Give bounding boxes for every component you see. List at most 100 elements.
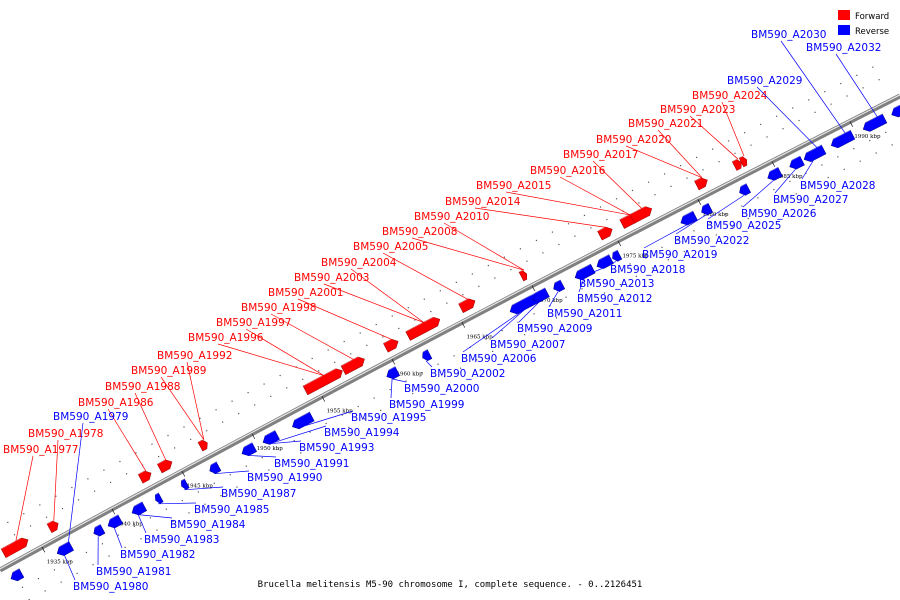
tick-layer: 1935 kbp 1940 kbp 1945 kbp 1950 kbp 1955 kbp… [7, 66, 893, 600]
guide-dot [421, 372, 423, 374]
guide-dot [93, 490, 96, 492]
reverse-gene-label: BM590_A2019 [642, 249, 717, 261]
kbp-tick-label: 1975 kbp [622, 253, 649, 259]
reverse-gene-label: BM590_A1979 [53, 411, 128, 423]
reverse-gene-label: BM590_A2006 [461, 353, 537, 365]
leader-line [270, 425, 327, 445]
reverse-gene [787, 155, 805, 170]
guide-dot [651, 267, 654, 269]
guide-dot [389, 388, 391, 391]
leader-line [491, 308, 527, 339]
reverse-gene-label: BM590_A1983 [144, 534, 219, 546]
gene-shine [551, 279, 561, 286]
reverse-gene-label: BM590_A2000 [404, 383, 479, 395]
gene-shine [384, 366, 396, 373]
leader-line [270, 440, 302, 445]
guide-dot [213, 482, 215, 484]
leader-line [382, 252, 469, 300]
leader-line [707, 195, 745, 220]
guide-dot [471, 273, 473, 275]
gene-shine [860, 113, 883, 126]
reverse-gene [609, 249, 623, 262]
gene-body [862, 113, 888, 132]
guide-dot [712, 148, 714, 150]
guide-dot [677, 238, 679, 240]
guide-dot [654, 194, 656, 196]
forward-gene [46, 518, 59, 533]
leader-line [559, 176, 631, 216]
reverse-gene [828, 129, 856, 149]
legend-reverse-label: Reverse [855, 27, 889, 37]
label-layer: BM590_A1977 BM590_A1978 BM590_A1986 BM590_A… [3, 29, 881, 593]
gene-body [197, 439, 208, 452]
guide-dot [87, 478, 89, 480]
reverse-gene-label: BM590_A2011 [547, 308, 622, 320]
guide-dot [574, 235, 576, 237]
guide-dot [533, 313, 535, 315]
guide-dot [661, 246, 663, 248]
kbp-tick [771, 161, 776, 167]
backbone-highlight [0, 94, 900, 570]
guide-dot [795, 193, 797, 195]
leader-line [160, 376, 205, 440]
guide-dot [55, 495, 57, 497]
reverse-gene [860, 113, 888, 132]
guide-dot [332, 435, 334, 437]
guide-dot [21, 586, 24, 588]
leader-line [390, 378, 393, 399]
leader-line [801, 159, 815, 180]
guide-dot [220, 495, 222, 497]
guide-dot [430, 310, 432, 313]
guide-dot [462, 294, 464, 296]
guide-dot [444, 376, 446, 378]
guide-dot [824, 91, 826, 93]
reverse-gene-label: BM590_A2012 [577, 293, 652, 305]
gene-body [241, 442, 258, 457]
reverse-gene-label: BM590_A2028 [800, 180, 875, 192]
gene-shine [530, 287, 546, 296]
forward-gene [197, 437, 208, 452]
kbp-tick-label: 1985 kbp [776, 174, 803, 180]
guide-dot [709, 221, 711, 224]
guide-dot [398, 327, 400, 330]
gene-body [156, 459, 173, 474]
kbp-tick-label: 1960 kbp [397, 372, 424, 378]
gene-shine [507, 290, 540, 308]
guide-dot [334, 361, 336, 363]
guide-dot [741, 205, 743, 207]
guide-dot [140, 538, 142, 540]
gene-shine [260, 430, 276, 439]
reverse-gene [384, 366, 401, 380]
gene-shine [54, 541, 70, 550]
reverse-gene-label: BM590_A2009 [517, 323, 592, 335]
forward-gene [340, 354, 365, 376]
gene-body [137, 470, 152, 484]
gene-body [0, 537, 29, 558]
guide-dot [222, 421, 224, 423]
forward-gene [731, 157, 742, 171]
guide-dot [526, 260, 528, 262]
leader-line [756, 86, 819, 149]
guide-dot [619, 284, 622, 286]
leader-line [350, 268, 425, 323]
guide-dot [597, 279, 599, 282]
guide-dot [510, 268, 512, 271]
gene-shine [609, 249, 618, 255]
guide-dot [565, 296, 567, 298]
leader-line [643, 223, 689, 249]
guide-dot [247, 392, 249, 394]
guide-dot [571, 308, 574, 311]
kbp-tick [181, 471, 186, 477]
forward-gene-label: BM590_A2017 [563, 149, 638, 161]
guide-dot [715, 234, 717, 236]
forward-gene-label: BM590_A2015 [476, 180, 551, 192]
guide-dot [507, 342, 510, 344]
reverse-gene [551, 279, 566, 292]
reverse-gene [736, 183, 752, 196]
guide-dot [539, 325, 542, 327]
gene-shine [207, 461, 217, 468]
guide-dot [125, 473, 128, 475]
backbone-line [0, 93, 900, 573]
leader-line [721, 101, 745, 157]
guide-dot [853, 148, 855, 150]
